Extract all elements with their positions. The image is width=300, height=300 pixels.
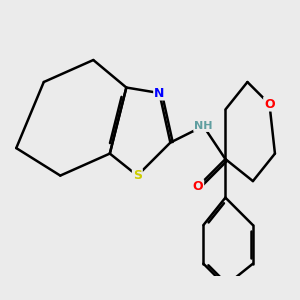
Text: NH: NH: [194, 121, 213, 131]
Text: O: O: [193, 180, 203, 193]
Text: O: O: [264, 98, 275, 110]
Text: N: N: [154, 86, 164, 100]
Text: S: S: [133, 169, 142, 182]
